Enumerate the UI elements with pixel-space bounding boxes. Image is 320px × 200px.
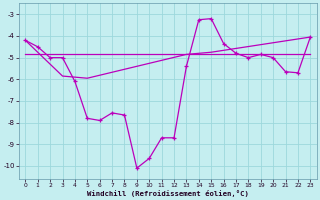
X-axis label: Windchill (Refroidissement éolien,°C): Windchill (Refroidissement éolien,°C)	[87, 190, 249, 197]
